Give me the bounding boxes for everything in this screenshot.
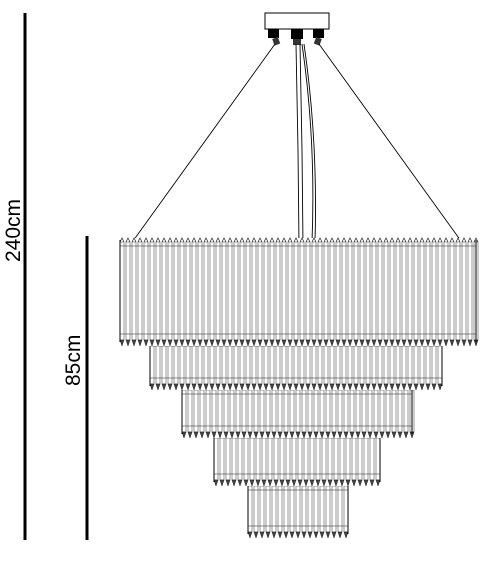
- support-cord: [301, 43, 316, 243]
- canopy-center-connector: [291, 29, 303, 45]
- ceiling-canopy: [264, 12, 330, 46]
- total-height-dimension: 240cm: [2, 13, 27, 540]
- suspension-wire-right: [318, 43, 462, 242]
- suspension-wire-left: [132, 43, 276, 242]
- tier-1: [119, 237, 479, 347]
- canopy-plate: [264, 12, 330, 30]
- power-cord: [295, 43, 304, 246]
- total-height-label: 240cm: [2, 199, 25, 262]
- body-height-label: 85cm: [62, 335, 85, 386]
- chandelier-body: [119, 237, 479, 539]
- canopy-right-connector: [313, 29, 324, 46]
- canopy-left-connector: [268, 29, 281, 46]
- tier-5: [247, 481, 349, 539]
- suspension-wires: [132, 43, 462, 246]
- tier-3: [181, 385, 415, 439]
- body-height-dimension: 85cm: [62, 236, 89, 540]
- tier-4: [213, 429, 381, 487]
